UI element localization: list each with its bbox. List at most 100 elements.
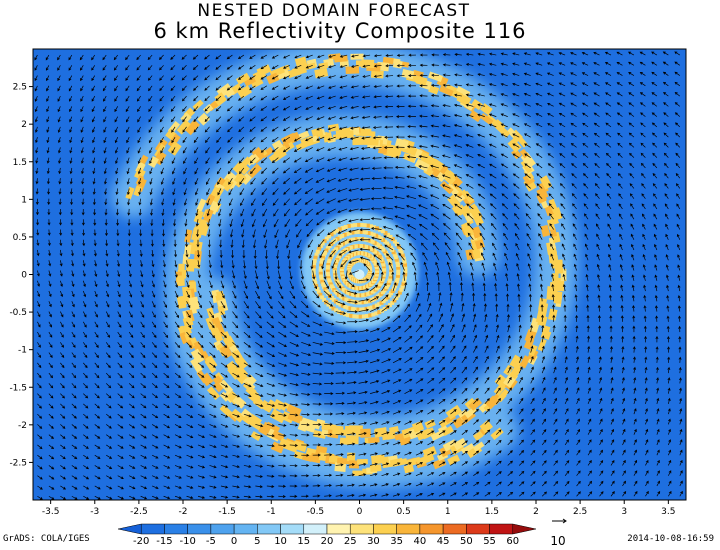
wind-arrow — [528, 283, 532, 292]
wind-arrow — [484, 387, 490, 394]
wind-arrow — [415, 378, 424, 384]
wind-arrow — [283, 208, 291, 217]
wind-arrow — [220, 372, 228, 378]
wind-arrow — [606, 173, 612, 179]
wind-arrow — [369, 307, 380, 312]
wind-arrow — [181, 65, 187, 71]
wind-arrow — [394, 175, 405, 179]
wind-arrow — [216, 136, 222, 143]
wind-arrow — [71, 301, 75, 308]
wind-arrow — [340, 260, 348, 268]
wind-arrow — [392, 441, 401, 446]
wind-arrow — [442, 203, 451, 210]
wind-arrow — [126, 126, 130, 133]
wind-arrow — [317, 54, 325, 59]
wind-arrow — [406, 204, 417, 210]
wind-arrow — [57, 95, 61, 102]
wind-arrow — [36, 219, 40, 226]
core-cell — [327, 258, 332, 263]
wind-arrow — [315, 188, 325, 194]
wind-arrow — [174, 485, 182, 489]
wind-arrow — [197, 270, 201, 279]
wind-arrow — [335, 331, 347, 335]
wind-arrow — [151, 424, 159, 429]
wind-arrow — [335, 321, 347, 325]
wind-arrow — [576, 491, 581, 497]
core-cell — [316, 289, 321, 294]
wind-arrow — [438, 492, 446, 497]
wind-arrow — [46, 106, 50, 113]
wind-arrow — [604, 62, 612, 66]
wind-arrow — [94, 352, 99, 359]
wind-arrow — [37, 434, 43, 440]
core-cell — [319, 263, 324, 268]
wind-arrow — [282, 147, 290, 153]
wind-arrow — [255, 383, 264, 387]
core-cell — [399, 250, 404, 255]
wind-arrow — [512, 82, 520, 87]
wind-arrow — [466, 203, 474, 210]
wind-arrow — [149, 198, 153, 206]
rainband-cell — [460, 221, 475, 238]
wind-arrow — [609, 325, 613, 333]
wind-arrow — [363, 263, 371, 271]
wind-arrow — [616, 72, 623, 76]
core-cell — [344, 297, 349, 302]
core-cell — [396, 265, 401, 270]
wind-arrow — [298, 249, 302, 260]
wind-arrow — [663, 122, 669, 128]
wind-arrow — [599, 418, 603, 425]
wind-arrow — [633, 428, 637, 435]
core-cell — [403, 265, 408, 270]
wind-arrow — [294, 208, 302, 217]
wind-arrow — [278, 403, 287, 407]
wind-arrow — [536, 173, 543, 179]
wind-arrow — [461, 356, 467, 364]
wind-arrow — [60, 413, 66, 419]
wind-arrow — [427, 399, 435, 405]
wind-arrow — [80, 95, 84, 102]
wind-arrow — [644, 397, 648, 404]
wind-arrow — [553, 449, 558, 456]
wind-arrow — [608, 284, 612, 292]
core-cell — [371, 312, 376, 317]
wind-arrow — [304, 147, 313, 152]
wind-arrow — [278, 372, 288, 377]
wind-arrow — [465, 164, 474, 169]
wind-arrow — [37, 465, 43, 470]
colorbar-swatch — [512, 523, 537, 535]
wind-arrow — [358, 432, 367, 436]
wind-arrow — [467, 222, 474, 230]
wind-arrow — [369, 328, 380, 333]
rainband-cell — [509, 354, 523, 369]
wind-arrow — [391, 271, 395, 281]
wind-arrow — [384, 94, 394, 98]
wind-arrow — [539, 263, 543, 271]
core-cell — [359, 222, 364, 227]
wind-arrow — [140, 403, 147, 409]
wind-arrow — [458, 261, 463, 271]
wind-arrow — [606, 183, 612, 189]
rainband-cell — [241, 156, 252, 167]
wind-arrow — [473, 492, 480, 497]
wind-arrow — [265, 260, 269, 270]
wind-arrow — [628, 61, 635, 66]
wind-arrow — [469, 252, 474, 261]
core-cell — [380, 308, 385, 313]
colorbar-swatch — [326, 523, 351, 535]
wind-arrow — [173, 239, 177, 248]
core-cell — [325, 246, 330, 251]
wind-arrow — [540, 314, 544, 322]
wind-arrow — [293, 188, 302, 195]
wind-arrow — [242, 249, 246, 259]
wind-arrow — [559, 173, 566, 179]
wind-arrow — [484, 355, 489, 364]
wind-arrow — [305, 95, 313, 100]
wind-arrow — [117, 372, 123, 379]
wind-arrow — [220, 485, 229, 489]
wind-arrow — [226, 54, 233, 60]
core-cell — [349, 223, 354, 228]
wind-arrow — [392, 482, 401, 487]
wind-arrow — [209, 413, 217, 418]
